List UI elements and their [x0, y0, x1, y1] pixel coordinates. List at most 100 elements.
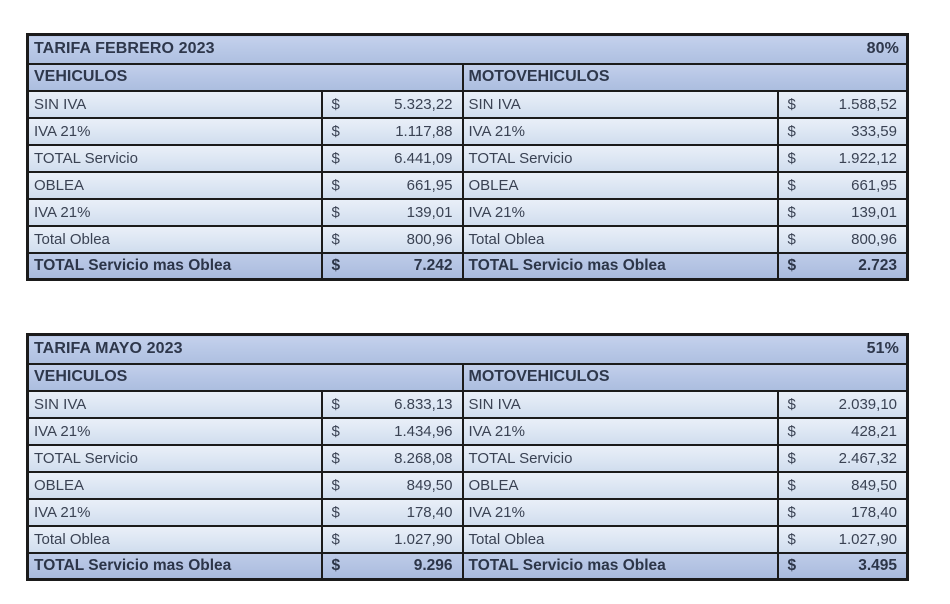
table-percent-badge: 80% — [866, 40, 899, 58]
currency-symbol: $ — [787, 176, 796, 194]
currency-symbol: $ — [787, 422, 796, 440]
table-row: OBLEA $ 661,95 OBLEA $ 661,95 — [26, 170, 909, 200]
row-value-cell: $ 333,59 — [776, 116, 909, 146]
row-value: 2.723 — [858, 256, 897, 274]
row-label-cell: IVA 21% — [26, 116, 323, 146]
row-label-cell: OBLEA — [461, 470, 779, 500]
currency-symbol: $ — [787, 395, 796, 413]
row-label-cell: TOTAL Servicio mas Oblea — [26, 251, 323, 281]
table-row: TOTAL Servicio $ 6.441,09 TOTAL Servicio… — [26, 143, 909, 173]
table-row: IVA 21% $ 1.117,88 IVA 21% $ 333,59 — [26, 116, 909, 146]
table-row: IVA 21% $ 178,40 IVA 21% $ 178,40 — [26, 497, 909, 527]
table-row: Total Oblea $ 800,96 Total Oblea $ 800,9… — [26, 224, 909, 254]
section-header-motovehiculos: MOTOVEHICULOS — [461, 362, 909, 392]
tarifa-table-mayo-2023: TARIFA MAYO 2023 51% VEHICULOS MOTOVEHIC… — [26, 333, 909, 581]
row-value-cell: $ 1.117,88 — [320, 116, 464, 146]
currency-symbol: $ — [331, 203, 340, 221]
tarifa-febrero-sheet: TARIFA FEBRERO 2023 80% VEHICULOS MOTOVE… — [26, 33, 909, 281]
table-title: TARIFA FEBRERO 2023 — [34, 40, 215, 58]
row-value: 333,59 — [851, 122, 897, 140]
row-value: 5.323,22 — [394, 95, 453, 113]
table-percent-badge: 51% — [866, 340, 899, 358]
row-value: 661,95 — [851, 176, 897, 194]
row-label-cell: SIN IVA — [26, 89, 323, 119]
row-value-cell: $ 849,50 — [320, 470, 464, 500]
row-value-cell: $ 849,50 — [776, 470, 909, 500]
currency-symbol: $ — [787, 122, 796, 140]
row-value-cell: $ 2.039,10 — [776, 389, 909, 419]
row-value: 1.027,90 — [838, 530, 897, 548]
row-value-cell: $ 9.296 — [320, 551, 464, 581]
row-value-cell: $ 178,40 — [320, 497, 464, 527]
row-value-cell: $ 1.434,96 — [320, 416, 464, 446]
row-label-cell: IVA 21% — [26, 197, 323, 227]
row-value-cell: $ 1.922,12 — [776, 143, 909, 173]
row-label-cell: IVA 21% — [461, 116, 779, 146]
row-value: 178,40 — [851, 503, 897, 521]
row-value-cell: $ 6.441,09 — [320, 143, 464, 173]
row-value: 3.495 — [858, 556, 897, 574]
row-value-cell: $ 6.833,13 — [320, 389, 464, 419]
currency-symbol: $ — [331, 256, 341, 274]
table-row: SIN IVA $ 6.833,13 SIN IVA $ 2.039,10 — [26, 389, 909, 419]
row-label-cell: TOTAL Servicio mas Oblea — [461, 251, 779, 281]
row-value: 1.117,88 — [395, 122, 453, 140]
table-title: TARIFA MAYO 2023 — [34, 340, 183, 358]
row-value-cell: $ 139,01 — [320, 197, 464, 227]
table-title-row: TARIFA MAYO 2023 51% — [26, 333, 909, 365]
row-value-cell: $ 1.027,90 — [776, 524, 909, 554]
currency-symbol: $ — [331, 503, 340, 521]
row-value: 1.922,12 — [838, 149, 897, 167]
row-label-cell: TOTAL Servicio — [26, 443, 323, 473]
row-value-cell: $ 661,95 — [320, 170, 464, 200]
row-value: 1.027,90 — [394, 530, 453, 548]
section-header-row: VEHICULOS MOTOVEHICULOS — [26, 362, 909, 392]
currency-symbol: $ — [331, 530, 340, 548]
table-title-row: TARIFA FEBRERO 2023 80% — [26, 33, 909, 65]
section-header-motovehiculos: MOTOVEHICULOS — [461, 62, 909, 92]
row-label-cell: IVA 21% — [461, 416, 779, 446]
currency-symbol: $ — [787, 476, 796, 494]
row-label-cell: IVA 21% — [26, 416, 323, 446]
row-value: 139,01 — [851, 203, 897, 221]
currency-symbol: $ — [787, 203, 796, 221]
currency-symbol: $ — [787, 149, 796, 167]
table-body: TARIFA FEBRERO 2023 80% VEHICULOS MOTOVE… — [26, 33, 909, 281]
row-label-cell: OBLEA — [26, 470, 323, 500]
row-value: 1.434,96 — [394, 422, 453, 440]
row-value: 7.242 — [413, 256, 453, 274]
row-value-cell: $ 5.323,22 — [320, 89, 464, 119]
row-label-cell: Total Oblea — [26, 224, 323, 254]
row-label-cell: Total Oblea — [26, 524, 323, 554]
table-row: TOTAL Servicio mas Oblea $ 9.296 TOTAL S… — [26, 551, 909, 581]
row-label-cell: IVA 21% — [461, 497, 779, 527]
row-value: 661,95 — [406, 176, 453, 194]
row-value: 9.296 — [413, 556, 453, 574]
row-value-cell: $ 7.242 — [320, 251, 464, 281]
currency-symbol: $ — [787, 503, 796, 521]
row-value-cell: $ 3.495 — [776, 551, 909, 581]
row-value: 800,96 — [851, 230, 897, 248]
currency-symbol: $ — [331, 556, 341, 574]
tarifa-table-febrero-2023: TARIFA FEBRERO 2023 80% VEHICULOS MOTOVE… — [26, 33, 909, 281]
section-header-row: VEHICULOS MOTOVEHICULOS — [26, 62, 909, 92]
row-label-cell: OBLEA — [26, 170, 323, 200]
row-value: 6.833,13 — [394, 395, 453, 413]
currency-symbol: $ — [331, 122, 340, 140]
row-value-cell: $ 661,95 — [776, 170, 909, 200]
currency-symbol: $ — [331, 422, 340, 440]
currency-symbol: $ — [787, 530, 796, 548]
row-value: 849,50 — [406, 476, 453, 494]
row-value: 2.039,10 — [838, 395, 897, 413]
row-value-cell: $ 2.723 — [776, 251, 909, 281]
row-value: 2.467,32 — [838, 449, 897, 467]
row-value: 8.268,08 — [394, 449, 453, 467]
row-label-cell: TOTAL Servicio mas Oblea — [461, 551, 779, 581]
row-label-cell: OBLEA — [461, 170, 779, 200]
row-label-cell: TOTAL Servicio — [461, 443, 779, 473]
table-row: TOTAL Servicio mas Oblea $ 7.242 TOTAL S… — [26, 251, 909, 281]
currency-symbol: $ — [331, 149, 340, 167]
row-value: 139,01 — [406, 203, 453, 221]
table-row: SIN IVA $ 5.323,22 SIN IVA $ 1.588,52 — [26, 89, 909, 119]
